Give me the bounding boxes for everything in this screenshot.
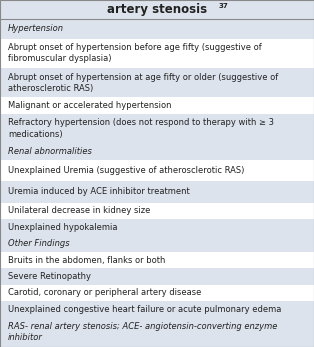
FancyBboxPatch shape	[0, 219, 314, 236]
FancyBboxPatch shape	[0, 301, 314, 318]
FancyBboxPatch shape	[0, 203, 314, 219]
Text: Abrupt onset of hypertension before age fifty (suggestive of
fibromuscular dyspl: Abrupt onset of hypertension before age …	[8, 43, 262, 64]
Text: Unexplained hypokalemia: Unexplained hypokalemia	[8, 223, 117, 232]
Text: RAS- renal artery stenosis; ACE- angiotensin-converting enzyme
inhibitor: RAS- renal artery stenosis; ACE- angiote…	[8, 322, 277, 342]
Text: Carotid, coronary or peripheral artery disease: Carotid, coronary or peripheral artery d…	[8, 288, 201, 297]
FancyBboxPatch shape	[0, 0, 314, 19]
Text: Hypertension: Hypertension	[8, 24, 64, 33]
FancyBboxPatch shape	[0, 160, 314, 181]
FancyBboxPatch shape	[0, 114, 314, 143]
Text: Refractory hypertension (does not respond to therapy with ≥ 3
medications): Refractory hypertension (does not respon…	[8, 118, 274, 138]
Text: Other Findings: Other Findings	[8, 239, 69, 248]
FancyBboxPatch shape	[0, 39, 314, 68]
Text: Unilateral decrease in kidney size: Unilateral decrease in kidney size	[8, 206, 150, 215]
Text: Severe Retinopathy: Severe Retinopathy	[8, 272, 91, 281]
Text: Abrupt onset of hypertension at age fifty or older (suggestive of
atheroscleroti: Abrupt onset of hypertension at age fift…	[8, 73, 278, 93]
FancyBboxPatch shape	[0, 143, 314, 160]
FancyBboxPatch shape	[0, 19, 314, 39]
FancyBboxPatch shape	[0, 268, 314, 285]
FancyBboxPatch shape	[0, 285, 314, 301]
Text: Bruits in the abdomen, flanks or both: Bruits in the abdomen, flanks or both	[8, 256, 165, 265]
Text: 37: 37	[218, 3, 228, 9]
Text: Renal abnormalities: Renal abnormalities	[8, 147, 92, 156]
FancyBboxPatch shape	[0, 181, 314, 203]
FancyBboxPatch shape	[0, 318, 314, 347]
Text: artery stenosis: artery stenosis	[107, 3, 207, 16]
Text: Unexplained Uremia (suggestive of atherosclerotic RAS): Unexplained Uremia (suggestive of athero…	[8, 166, 244, 175]
FancyBboxPatch shape	[0, 98, 314, 114]
Text: Malignant or accelerated hypertension: Malignant or accelerated hypertension	[8, 101, 171, 110]
FancyBboxPatch shape	[0, 236, 314, 252]
Text: Uremia induced by ACE inhibitor treatment: Uremia induced by ACE inhibitor treatmen…	[8, 187, 190, 196]
Text: Unexplained congestive heart failure or acute pulmonary edema: Unexplained congestive heart failure or …	[8, 305, 281, 314]
FancyBboxPatch shape	[0, 252, 314, 268]
FancyBboxPatch shape	[0, 68, 314, 98]
